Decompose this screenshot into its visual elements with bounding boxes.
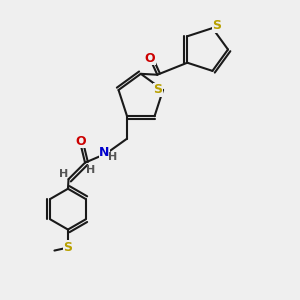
Text: S: S xyxy=(212,19,221,32)
Text: N: N xyxy=(99,146,110,159)
Text: H: H xyxy=(86,165,95,175)
Text: S: S xyxy=(63,241,72,254)
Text: O: O xyxy=(145,52,155,65)
Text: H: H xyxy=(108,152,117,162)
Text: O: O xyxy=(75,135,86,148)
Text: S: S xyxy=(153,83,162,97)
Text: H: H xyxy=(58,169,68,179)
